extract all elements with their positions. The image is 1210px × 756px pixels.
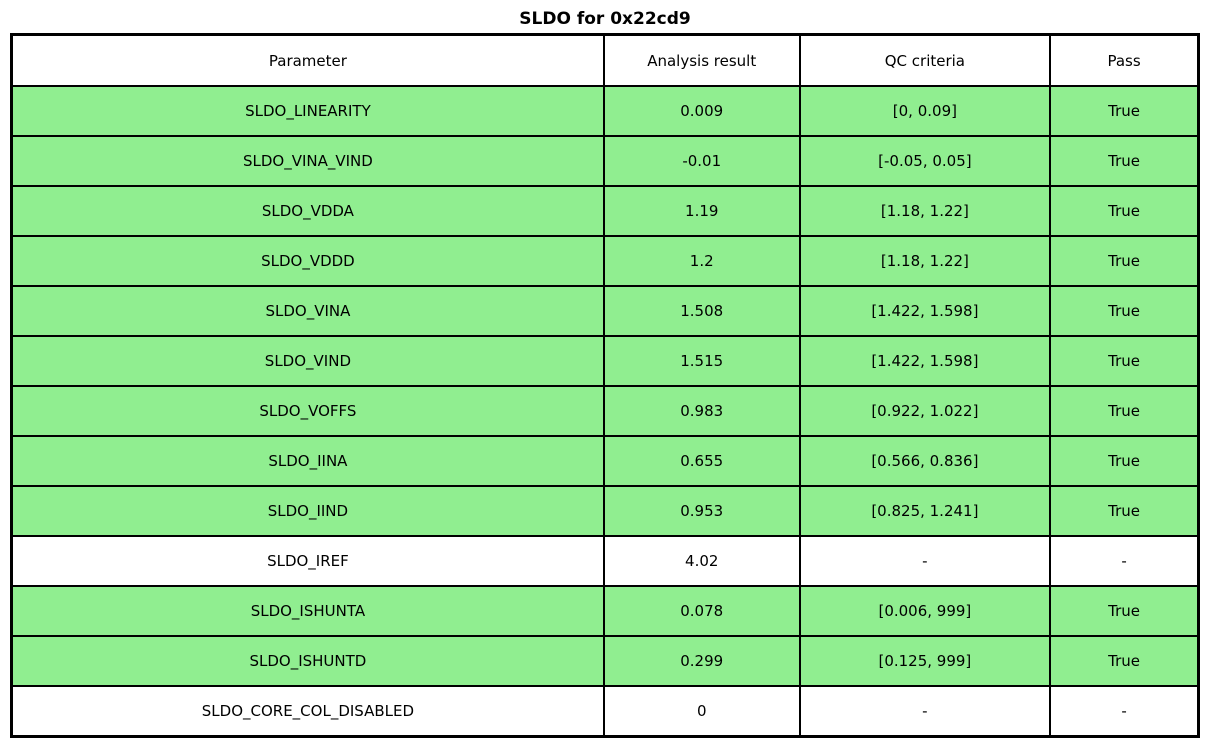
table-row: SLDO_VINA_VIND -0.01 [-0.05, 0.05] True	[10, 135, 1200, 187]
pass-cell: -	[1049, 535, 1200, 587]
table-row: SLDO_CORE_COL_DISABLED 0 - -	[10, 685, 1200, 738]
table-row: SLDO_ISHUNTA 0.078 [0.006, 999] True	[10, 585, 1200, 637]
parameter-cell: SLDO_IINA	[10, 435, 605, 487]
parameter-cell: SLDO_ISHUNTA	[10, 585, 605, 637]
analysis-result-cell: 0.655	[602, 435, 801, 487]
parameter-cell: SLDO_VIND	[10, 335, 605, 387]
pass-cell: True	[1049, 585, 1200, 637]
analysis-result-cell: -0.01	[602, 135, 801, 187]
pass-cell: True	[1049, 285, 1200, 337]
table-row: SLDO_VIND 1.515 [1.422, 1.598] True	[10, 335, 1200, 387]
analysis-result-cell: 0.299	[602, 635, 801, 687]
analysis-result-cell: 0	[602, 685, 801, 738]
qc-criteria-cell: [0.125, 999]	[798, 635, 1052, 687]
pass-cell: True	[1049, 435, 1200, 487]
analysis-result-cell: 0.953	[602, 485, 801, 537]
qc-criteria-cell: [0.566, 0.836]	[798, 435, 1052, 487]
analysis-result-cell: 1.515	[602, 335, 801, 387]
parameter-cell: SLDO_VDDA	[10, 185, 605, 237]
analysis-result-cell: 0.983	[602, 385, 801, 437]
pass-cell: True	[1049, 135, 1200, 187]
table-row: SLDO_LINEARITY 0.009 [0, 0.09] True	[10, 85, 1200, 137]
parameter-cell: SLDO_VINA	[10, 285, 605, 337]
table-row: SLDO_IIND 0.953 [0.825, 1.241] True	[10, 485, 1200, 537]
parameter-cell: SLDO_VDDD	[10, 235, 605, 287]
parameter-cell: SLDO_VINA_VIND	[10, 135, 605, 187]
column-header-qc-criteria: QC criteria	[798, 33, 1052, 87]
pass-cell: -	[1049, 685, 1200, 738]
qc-criteria-cell: [1.18, 1.22]	[798, 185, 1052, 237]
parameter-cell: SLDO_CORE_COL_DISABLED	[10, 685, 605, 738]
pass-cell: True	[1049, 485, 1200, 537]
table-row: SLDO_IREF 4.02 - -	[10, 535, 1200, 587]
table-row: SLDO_VOFFS 0.983 [0.922, 1.022] True	[10, 385, 1200, 437]
analysis-result-cell: 0.078	[602, 585, 801, 637]
table-row: SLDO_ISHUNTD 0.299 [0.125, 999] True	[10, 635, 1200, 687]
qc-criteria-cell: [0.006, 999]	[798, 585, 1052, 637]
column-header-analysis-result: Analysis result	[602, 33, 801, 87]
parameter-cell: SLDO_LINEARITY	[10, 85, 605, 137]
pass-cell: True	[1049, 385, 1200, 437]
table-header-row: Parameter Analysis result QC criteria Pa…	[10, 33, 1200, 87]
table-row: SLDO_VINA 1.508 [1.422, 1.598] True	[10, 285, 1200, 337]
analysis-result-cell: 1.508	[602, 285, 801, 337]
parameter-cell: SLDO_IIND	[10, 485, 605, 537]
pass-cell: True	[1049, 85, 1200, 137]
table-row: SLDO_VDDA 1.19 [1.18, 1.22] True	[10, 185, 1200, 237]
qc-criteria-cell: [1.18, 1.22]	[798, 235, 1052, 287]
page-title: SLDO for 0x22cd9	[519, 9, 691, 29]
pass-cell: True	[1049, 335, 1200, 387]
analysis-result-cell: 4.02	[602, 535, 801, 587]
qc-criteria-cell: [1.422, 1.598]	[798, 335, 1052, 387]
qc-results-table: Parameter Analysis result QC criteria Pa…	[10, 33, 1200, 738]
qc-criteria-cell: [0, 0.09]	[798, 85, 1052, 137]
qc-criteria-cell: [0.922, 1.022]	[798, 385, 1052, 437]
qc-criteria-cell: -	[798, 685, 1052, 738]
parameter-cell: SLDO_VOFFS	[10, 385, 605, 437]
parameter-cell: SLDO_IREF	[10, 535, 605, 587]
analysis-result-cell: 1.19	[602, 185, 801, 237]
table-row: SLDO_IINA 0.655 [0.566, 0.836] True	[10, 435, 1200, 487]
qc-criteria-cell: [0.825, 1.241]	[798, 485, 1052, 537]
table-body: SLDO_LINEARITY 0.009 [0, 0.09] True SLDO…	[10, 85, 1200, 738]
parameter-cell: SLDO_ISHUNTD	[10, 635, 605, 687]
table-row: SLDO_VDDD 1.2 [1.18, 1.22] True	[10, 235, 1200, 287]
column-header-parameter: Parameter	[10, 33, 605, 87]
column-header-pass: Pass	[1049, 33, 1200, 87]
analysis-result-cell: 1.2	[602, 235, 801, 287]
analysis-result-cell: 0.009	[602, 85, 801, 137]
qc-criteria-cell: [1.422, 1.598]	[798, 285, 1052, 337]
pass-cell: True	[1049, 185, 1200, 237]
qc-criteria-cell: -	[798, 535, 1052, 587]
pass-cell: True	[1049, 635, 1200, 687]
pass-cell: True	[1049, 235, 1200, 287]
qc-criteria-cell: [-0.05, 0.05]	[798, 135, 1052, 187]
table-header: Parameter Analysis result QC criteria Pa…	[10, 33, 1200, 87]
